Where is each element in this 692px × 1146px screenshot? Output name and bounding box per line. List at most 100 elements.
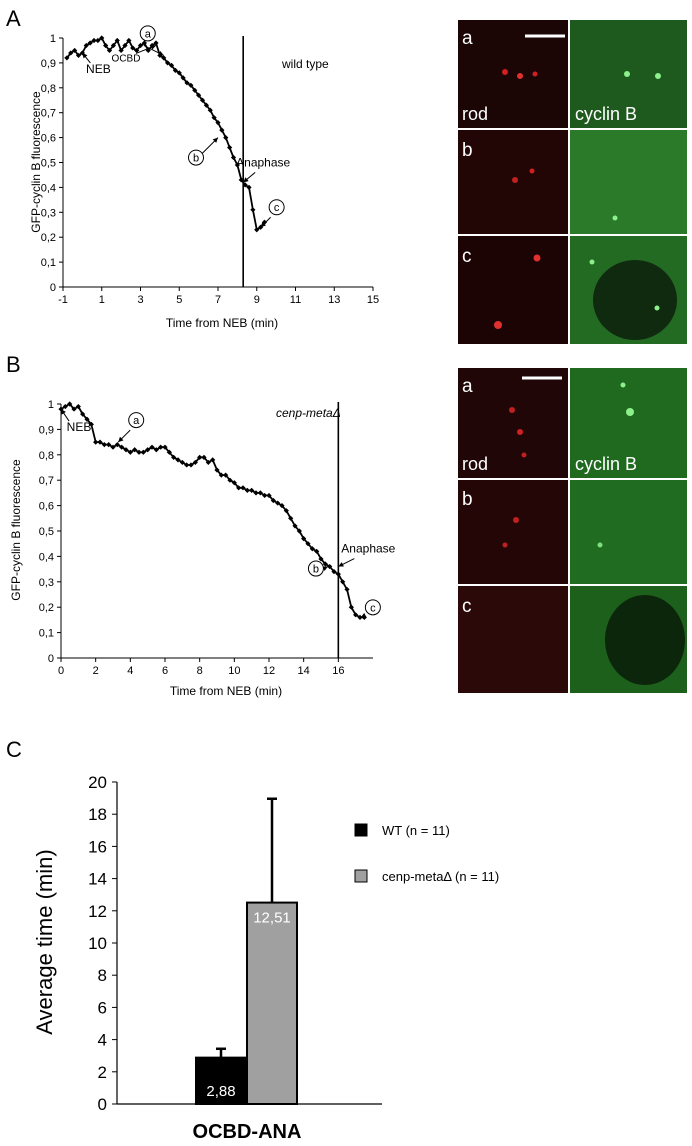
- panel-b-xlabel: Time from NEB (min): [170, 684, 282, 698]
- b-data-point: [253, 490, 259, 496]
- b-data-point: [262, 492, 268, 499]
- b-data-point: [257, 490, 263, 496]
- panel-a-rod-label: rod: [462, 104, 488, 124]
- a-data-point: [254, 227, 260, 233]
- b-x-tick-label: 4: [127, 665, 133, 677]
- a-annotation-arrowhead: [260, 221, 266, 228]
- panel-b-micrograph-b-cyclin: [570, 480, 687, 584]
- panel-c-bars: 2,88 12,51: [195, 797, 298, 1105]
- a-y-tick-label: 0,8: [41, 83, 56, 95]
- a-y-tick-label: 0,9: [41, 58, 56, 70]
- a-x-tick-label: 3: [137, 294, 143, 306]
- c-y-tick-label: 8: [98, 966, 107, 985]
- a-data-point: [145, 47, 151, 54]
- b-x-tick-label: 6: [162, 665, 168, 677]
- a-data-point: [91, 37, 97, 44]
- panel-b-micrograph-b-rod: [458, 480, 568, 584]
- b-data-point: [62, 403, 68, 410]
- b-data-point: [184, 462, 190, 468]
- b-data-point: [205, 459, 211, 466]
- a-annotation-circle: [268, 199, 285, 216]
- c-y-tick-label: 12: [88, 902, 107, 921]
- a-data-point: [64, 55, 70, 61]
- panel-a-micrograph-row-b: b: [462, 140, 473, 161]
- a-y-tick-label: 1: [50, 33, 56, 45]
- a-data-point: [165, 60, 171, 66]
- b-data-point: [132, 447, 138, 453]
- panel-a-micrograph-c-dark-region: [593, 260, 677, 340]
- b-data-point: [322, 561, 328, 567]
- panel-a-ylabel: GFP-cyclin B fluorescence: [29, 91, 43, 233]
- b-data-point: [331, 569, 337, 575]
- a-data-point: [68, 50, 74, 56]
- panel-b-letter: B: [6, 352, 21, 377]
- panel-c-legend-swatch-cenp: [354, 869, 368, 883]
- a-data-point: [188, 82, 194, 88]
- panel-b-micrograph-row-b: b: [462, 489, 473, 510]
- b-annotation-label: b: [313, 564, 319, 576]
- a-y-tick-label: 0: [50, 282, 56, 294]
- b-data-point: [309, 546, 315, 552]
- a-x-tick-label: -1: [58, 294, 68, 306]
- b-data-point: [214, 467, 220, 473]
- b-annotation-circle: [364, 599, 381, 616]
- a-data-point: [122, 42, 128, 49]
- panel-c-legend-swatch-wt: [354, 823, 368, 837]
- b-data-point: [283, 508, 289, 514]
- panel-b-micrograph-a-cyclin: [570, 368, 687, 478]
- b-data-point: [166, 449, 172, 455]
- b-data-point: [301, 536, 307, 542]
- b-y-tick-label: 0,1: [39, 628, 54, 640]
- b-data-point: [97, 439, 103, 445]
- panel-b-micrograph-signal-spots: [502, 382, 634, 548]
- b-y-tick-label: 0,3: [39, 577, 54, 589]
- b-y-tick-label: 0,6: [39, 501, 54, 513]
- a-data-point: [130, 45, 136, 51]
- panel-c-legend: WT (n = 11) cenp-metaΔ (n = 11): [354, 823, 499, 884]
- b-data-point: [279, 503, 285, 509]
- b-x-tick-label: 12: [263, 665, 275, 677]
- a-y-tick-label: 0,7: [41, 108, 56, 120]
- b-data-point: [344, 586, 350, 593]
- b-data-point: [223, 472, 229, 478]
- b-data-point: [318, 556, 324, 562]
- panel-b-axes: 00,10,20,30,40,50,60,70,80,910 2 4 6 8 10 12 14…: [39, 399, 373, 677]
- b-y-tick-label: 0,2: [39, 602, 54, 614]
- panel-b-micrograph-row-a: a: [462, 376, 473, 397]
- b-annotation-arrowhead: [360, 612, 367, 618]
- a-x-tick-label: 1: [99, 294, 105, 306]
- b-data-point: [340, 579, 346, 585]
- b-x-tick-label: 10: [228, 665, 240, 677]
- a-data-point: [137, 42, 144, 49]
- b-data-point: [292, 523, 298, 529]
- panel-c-category-label: OCBD-ANA: [193, 1121, 302, 1143]
- b-data-point: [270, 497, 276, 504]
- b-data-point: [188, 462, 194, 468]
- panel-a-axes: 00,10,20,30,40,50,60,70,80,91-1 1 3 5 7 9 11 13…: [41, 33, 379, 306]
- a-data-point: [118, 47, 124, 54]
- panel-a-letter: A: [6, 6, 21, 31]
- b-data-point: [357, 614, 363, 620]
- panel-b-rod-label: rod: [462, 454, 488, 474]
- b-series-line: [60, 402, 365, 619]
- b-data-point: [162, 444, 168, 450]
- b-data-point: [158, 444, 164, 450]
- a-annotation-circle: [188, 149, 204, 166]
- a-data-point: [72, 47, 78, 54]
- panel-b-ylabel: GFP-cyclin B fluorescence: [9, 459, 23, 601]
- a-data-point: [172, 67, 178, 73]
- c-y-tick-label: 4: [98, 1031, 107, 1050]
- a-data-point: [223, 135, 229, 141]
- b-data-point: [314, 548, 320, 554]
- b-data-point: [192, 459, 198, 466]
- panel-a-xlabel: Time from NEB (min): [166, 316, 278, 330]
- b-data-point: [335, 571, 341, 577]
- panel-c-ylabel: Average time (min): [32, 849, 57, 1034]
- panel-a: A GFP-cyclin B fluorescence Time from NE…: [6, 6, 687, 344]
- b-data-point: [140, 449, 146, 455]
- b-data-point: [348, 604, 354, 610]
- a-y-tick-label: 0,1: [41, 257, 56, 269]
- b-data-point: [218, 472, 224, 478]
- a-annotation-label: NEB: [86, 62, 111, 76]
